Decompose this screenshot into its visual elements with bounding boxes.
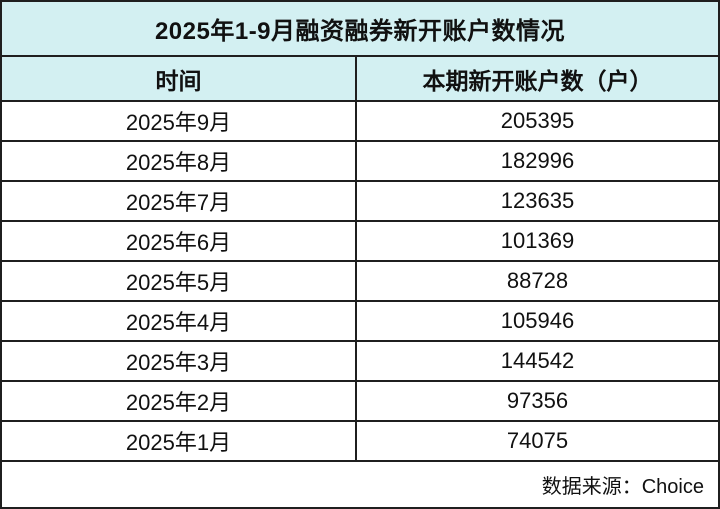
column-header-time: 时间 — [2, 57, 357, 100]
cell-new-accounts: 74075 — [506, 428, 569, 453]
table-row: 2025年2月 97356 — [2, 382, 718, 422]
data-source-label: 数据来源：Choice — [541, 476, 704, 498]
cell-month: 2025年8月 — [2, 142, 357, 180]
table-title: 2025年1-9月融资融券新开账户数情况 — [2, 2, 718, 57]
cell-new-accounts: 144542 — [500, 348, 575, 373]
cell-month: 2025年5月 — [2, 262, 357, 300]
cell-month: 2025年1月 — [2, 422, 357, 460]
cell-new-accounts: 105946 — [500, 308, 575, 333]
cell-month: 2025年7月 — [2, 182, 357, 220]
cell-new-accounts: 123635 — [500, 188, 575, 213]
cell-month: 2025年4月 — [2, 302, 357, 340]
cell-month: 2025年9月 — [2, 102, 357, 140]
cell-month: 2025年6月 — [2, 222, 357, 260]
cell-month: 2025年3月 — [2, 342, 357, 380]
table-row: 2025年6月 101369 — [2, 222, 718, 262]
table-row: 2025年7月 123635 — [2, 182, 718, 222]
footer-band: 数据来源：Choice — [2, 462, 718, 507]
cell-new-accounts: 88728 — [506, 268, 569, 293]
cell-month: 2025年2月 — [2, 382, 357, 420]
cell-new-accounts: 101369 — [500, 228, 575, 253]
table-row: 2025年5月 88728 — [2, 262, 718, 302]
column-header-new-accounts: 本期新开账户数（户） — [422, 67, 653, 94]
table-row: 2025年3月 144542 — [2, 342, 718, 382]
table-row: 2025年1月 74075 — [2, 422, 718, 462]
table-header-row: 时间 本期新开账户数（户） — [2, 57, 718, 102]
cell-new-accounts: 182996 — [500, 148, 575, 173]
cell-new-accounts: 205395 — [500, 108, 575, 133]
table-row: 2025年4月 105946 — [2, 302, 718, 342]
cell-new-accounts: 97356 — [506, 388, 569, 413]
table-row: 2025年9月 205395 — [2, 102, 718, 142]
table-body: 2025年9月 205395 2025年8月 182996 2025年7月 123635 2… — [2, 102, 718, 462]
table-row: 2025年8月 182996 — [2, 142, 718, 182]
